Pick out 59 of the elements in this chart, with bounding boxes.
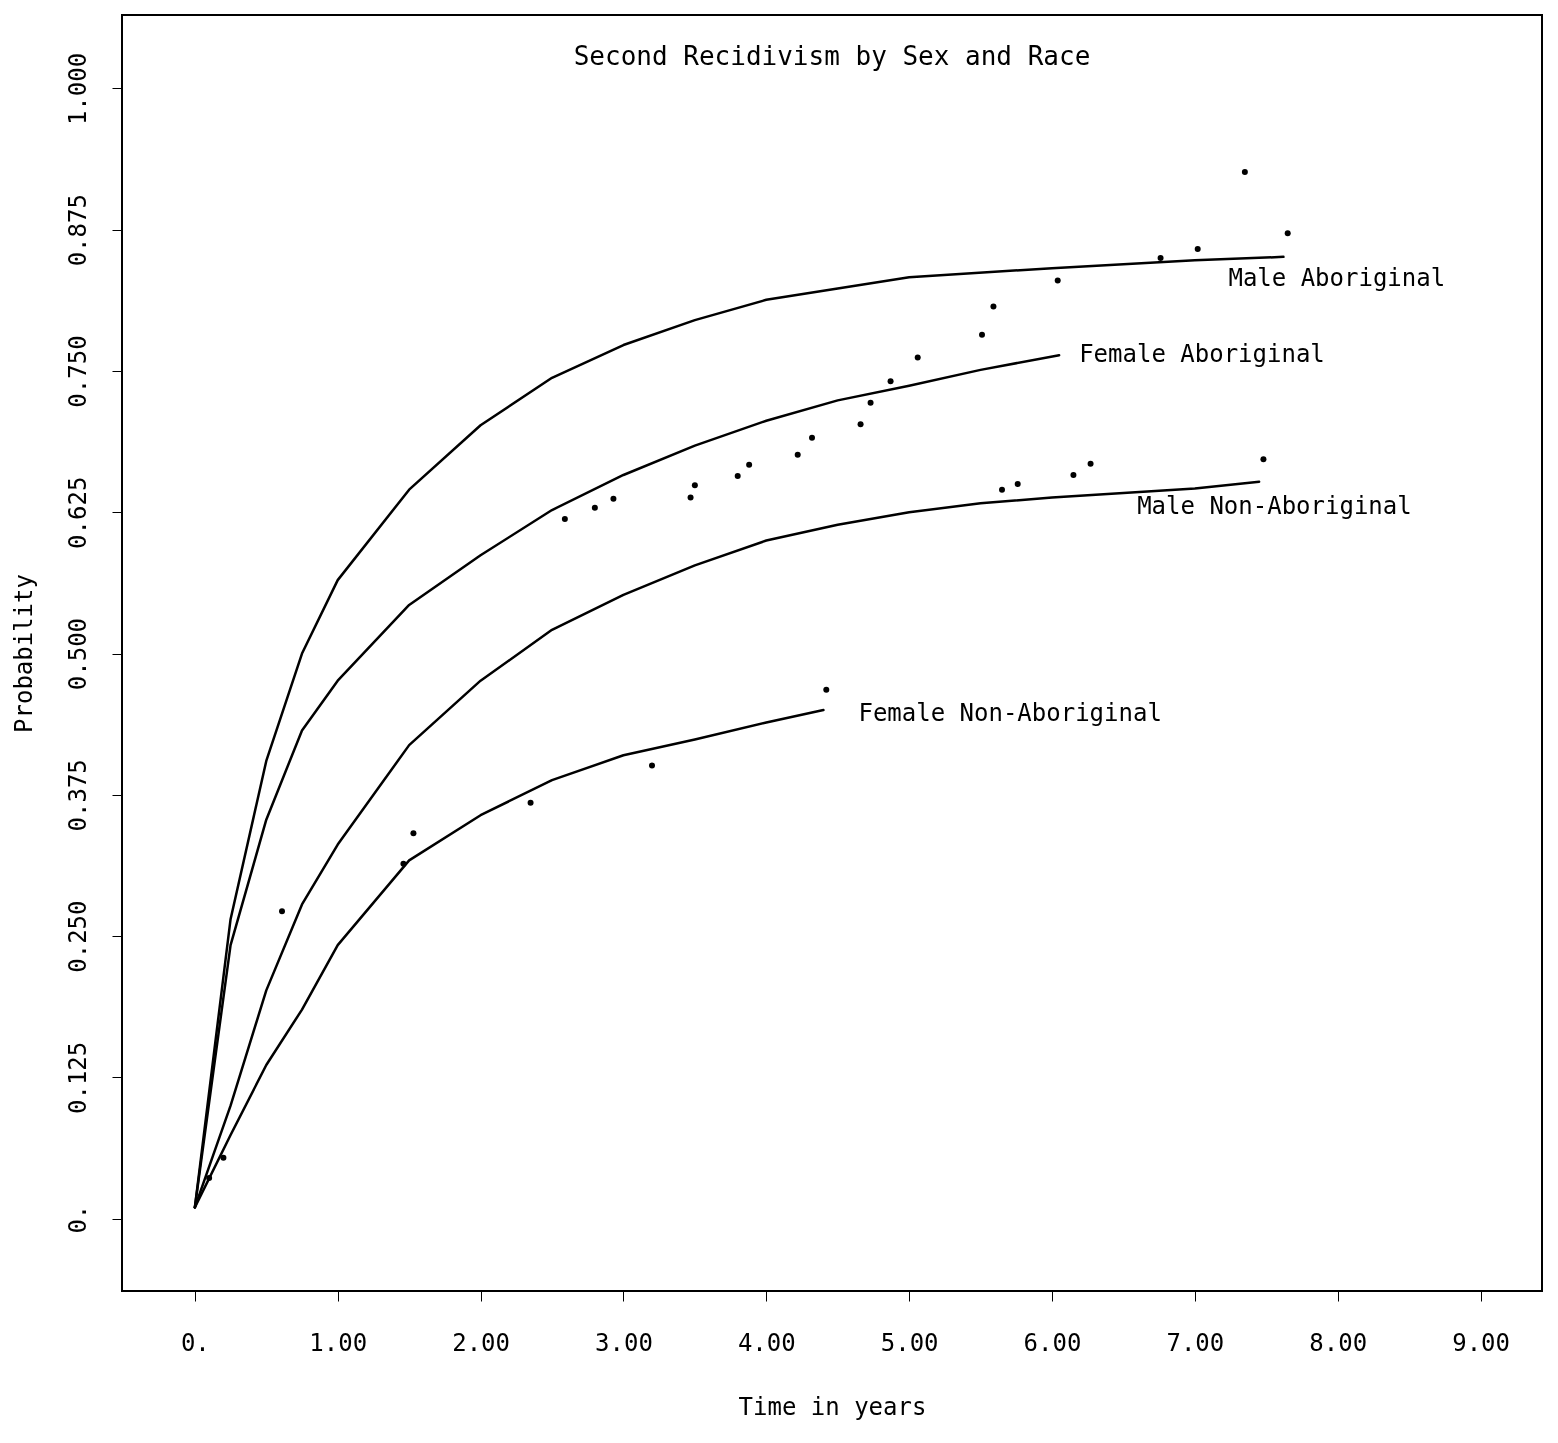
point bbox=[1157, 255, 1164, 261]
point bbox=[691, 482, 698, 489]
point bbox=[990, 303, 997, 310]
y-tick-label: 0.750 bbox=[63, 335, 92, 408]
point bbox=[220, 1154, 227, 1161]
point bbox=[400, 860, 407, 867]
point bbox=[1054, 277, 1061, 284]
point bbox=[591, 504, 598, 511]
x-tick-label: 7.00 bbox=[1166, 1328, 1225, 1357]
x-tick-label: 9.00 bbox=[1452, 1328, 1510, 1357]
x-tick-label: 1.00 bbox=[309, 1328, 368, 1357]
point bbox=[887, 378, 894, 385]
point bbox=[1014, 481, 1021, 488]
point bbox=[1070, 472, 1077, 478]
point bbox=[649, 762, 655, 769]
x-tick-label: 3.00 bbox=[595, 1328, 653, 1357]
y-tick-label: 0.500 bbox=[63, 617, 92, 691]
point bbox=[1284, 230, 1291, 237]
point bbox=[999, 486, 1005, 493]
y-tick-label: 0.375 bbox=[63, 759, 92, 832]
y-tick-label: 0. bbox=[63, 1204, 92, 1234]
point bbox=[1260, 456, 1267, 463]
y-axis-title: Probability bbox=[9, 574, 38, 733]
point bbox=[734, 473, 741, 480]
point bbox=[206, 1174, 213, 1181]
x-tick-label: 5.00 bbox=[880, 1328, 939, 1357]
point bbox=[527, 799, 534, 806]
point bbox=[794, 451, 801, 458]
point bbox=[561, 516, 568, 523]
point bbox=[687, 494, 694, 501]
series-label: Female Aboriginal bbox=[1079, 340, 1325, 369]
point bbox=[867, 399, 874, 406]
y-tick-label: 1.000 bbox=[63, 52, 92, 126]
x-tick-label: 8.00 bbox=[1309, 1328, 1368, 1357]
point bbox=[1194, 245, 1201, 252]
x-axis-title: Time in years bbox=[738, 1392, 927, 1421]
point bbox=[279, 908, 285, 915]
point bbox=[410, 830, 417, 837]
series-label: Male Aboriginal bbox=[1228, 263, 1446, 292]
y-tick-label: 0.875 bbox=[63, 194, 92, 267]
text: Second Recidivism by Sex and Race bbox=[573, 41, 1091, 71]
series-label: Male Non-Aboriginal bbox=[1137, 491, 1412, 520]
point bbox=[979, 331, 985, 338]
point bbox=[823, 686, 830, 693]
x-tick-label: 2.00 bbox=[452, 1328, 510, 1357]
x-tick-label: 0. bbox=[180, 1328, 210, 1357]
point bbox=[610, 495, 617, 502]
x-tick-label: 4.00 bbox=[737, 1328, 796, 1357]
point bbox=[857, 421, 864, 428]
point bbox=[914, 354, 921, 361]
point bbox=[809, 434, 815, 441]
y-tick-label: 0.250 bbox=[63, 900, 92, 973]
y-tick-label: 0.625 bbox=[63, 476, 92, 549]
point bbox=[1087, 460, 1094, 467]
point bbox=[746, 461, 753, 468]
point bbox=[1241, 169, 1248, 176]
x-tick-label: 6.00 bbox=[1023, 1328, 1082, 1357]
series-label: Female Non-Aboriginal bbox=[858, 699, 1162, 728]
y-tick-label: 0.125 bbox=[63, 1041, 92, 1115]
